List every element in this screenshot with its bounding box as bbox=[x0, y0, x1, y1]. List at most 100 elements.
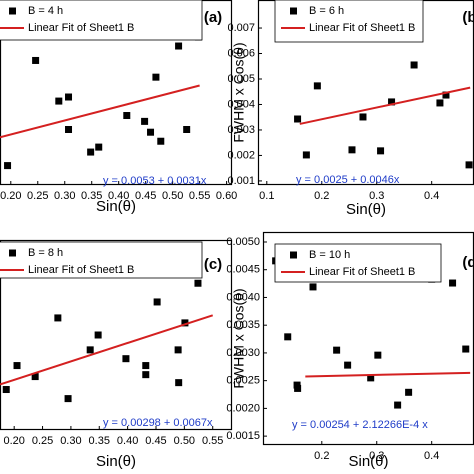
point bbox=[394, 401, 402, 409]
point bbox=[302, 151, 310, 159]
y-tick-label: 0.0045 bbox=[226, 264, 260, 276]
legend-box bbox=[274, 0, 424, 43]
legend-label: B = 6 h bbox=[309, 5, 344, 17]
point bbox=[442, 91, 450, 99]
x-tick-label: 0.25 bbox=[27, 190, 48, 202]
x-tick-label: 0.45 bbox=[145, 435, 166, 447]
point bbox=[462, 345, 470, 353]
point bbox=[64, 395, 72, 403]
point bbox=[377, 147, 385, 155]
point bbox=[449, 279, 457, 287]
point bbox=[344, 361, 352, 369]
x-tick-label: 0.3 bbox=[369, 450, 384, 462]
point bbox=[183, 126, 191, 133]
point bbox=[2, 386, 10, 394]
point bbox=[367, 374, 375, 382]
point bbox=[31, 373, 39, 381]
x-tick-label: 0.4 bbox=[424, 450, 439, 462]
panel-label: (b) bbox=[462, 9, 474, 26]
fit-line bbox=[0, 314, 214, 386]
x-tick-label: 0.20 bbox=[3, 435, 24, 447]
x-axis-title: Sin(θ) bbox=[346, 201, 386, 218]
plot-area bbox=[294, 61, 473, 169]
x-tick-label: 0.50 bbox=[174, 435, 195, 447]
x-tick-label: 0.1 bbox=[259, 190, 274, 202]
point bbox=[87, 148, 95, 156]
point bbox=[95, 143, 103, 151]
legend-label: Linear Fit of Sheet1 B bbox=[309, 22, 415, 34]
x-tick-label: 0.40 bbox=[108, 190, 129, 202]
x-axis-title: Sin(θ) bbox=[96, 453, 136, 470]
x-tick-label: 0.2 bbox=[314, 190, 329, 202]
point bbox=[152, 73, 160, 81]
plot-area bbox=[0, 33, 203, 170]
point bbox=[55, 97, 63, 105]
legend-label: Linear Fit of Sheet1 B bbox=[309, 266, 415, 278]
point bbox=[142, 371, 150, 379]
point bbox=[294, 384, 302, 392]
fit-line bbox=[305, 371, 471, 378]
legend-symbol bbox=[290, 7, 297, 15]
legend-box bbox=[274, 243, 442, 283]
x-tick-label: 0.2 bbox=[314, 450, 329, 462]
point bbox=[142, 362, 150, 370]
x-tick-label: 0.40 bbox=[117, 435, 138, 447]
x-axis-title: Sin(θ) bbox=[348, 453, 388, 470]
point bbox=[465, 161, 473, 169]
point bbox=[374, 351, 382, 359]
point bbox=[65, 126, 73, 133]
point bbox=[65, 93, 73, 101]
y-axis-title: FWHM x Cos(θ) bbox=[231, 288, 247, 388]
point bbox=[175, 42, 183, 50]
y-tick-label: 0.005 bbox=[227, 73, 255, 85]
point bbox=[436, 99, 444, 107]
legend-box bbox=[0, 241, 203, 279]
y-tick-label: 0.0035 bbox=[226, 319, 260, 331]
x-tick-label: 0.45 bbox=[135, 190, 156, 202]
x-tick-label: 0.55 bbox=[202, 435, 223, 447]
y-tick-label: 0.0020 bbox=[226, 402, 260, 414]
x-tick-label: 0.3 bbox=[369, 190, 384, 202]
panel: 0.20 0.25 0.30 0.35 0.40 0.45 0.50 0.55 0.60 Sin(… bbox=[0, 0, 237, 215]
panel: 0.1 0.2 0.3 0.4 0.001 0.002 0.003 0.004 0.005 0.0… bbox=[227, 0, 474, 218]
fit-equation: y = 0.0053 + 0.0031x bbox=[103, 175, 207, 187]
point bbox=[313, 82, 321, 90]
point bbox=[13, 362, 21, 370]
x-tick-label: 0.30 bbox=[60, 435, 81, 447]
x-tick-label: 0.60 bbox=[216, 190, 237, 202]
y-tick-label: 0.003 bbox=[227, 124, 255, 136]
point bbox=[94, 331, 102, 339]
point bbox=[181, 319, 189, 327]
y-tick-label: 0.0025 bbox=[226, 375, 260, 387]
y-axis-title: FWHM x Cos(θ) bbox=[231, 42, 247, 142]
point bbox=[333, 346, 341, 354]
point bbox=[359, 113, 367, 121]
y-tick-label: 0.001 bbox=[227, 175, 255, 187]
fit-line bbox=[299, 86, 471, 125]
point bbox=[54, 314, 62, 322]
fit-line bbox=[0, 84, 200, 139]
panel: 0.20 0.25 0.30 0.35 0.40 0.45 0.50 0.55 Sin(θ) B … bbox=[0, 239, 233, 470]
point bbox=[141, 117, 149, 125]
x-tick-label: 0.20 bbox=[0, 190, 21, 202]
x-tick-label: 0.50 bbox=[162, 190, 183, 202]
legend-label: Linear Fit of Sheet1 B bbox=[28, 22, 134, 34]
x-tick-label: 0.35 bbox=[89, 435, 110, 447]
point bbox=[405, 388, 413, 396]
panel-label: (a) bbox=[204, 9, 222, 26]
panel-label: (c) bbox=[204, 256, 222, 273]
plot-frame bbox=[0, 239, 233, 431]
y-tick-label: 0.0040 bbox=[226, 291, 260, 303]
x-tick-label: 0.25 bbox=[32, 435, 53, 447]
y-tick-label: 0.0050 bbox=[226, 236, 260, 248]
point bbox=[147, 128, 155, 136]
point bbox=[388, 98, 396, 106]
y-tick-label: 0.006 bbox=[227, 47, 255, 59]
legend-label: Linear Fit of Sheet1 B bbox=[28, 264, 134, 276]
point bbox=[32, 56, 40, 64]
x-tick-label: 0.35 bbox=[81, 190, 102, 202]
point bbox=[309, 283, 317, 291]
fit-equation: y = 0.0025 + 0.0046x bbox=[296, 174, 400, 186]
